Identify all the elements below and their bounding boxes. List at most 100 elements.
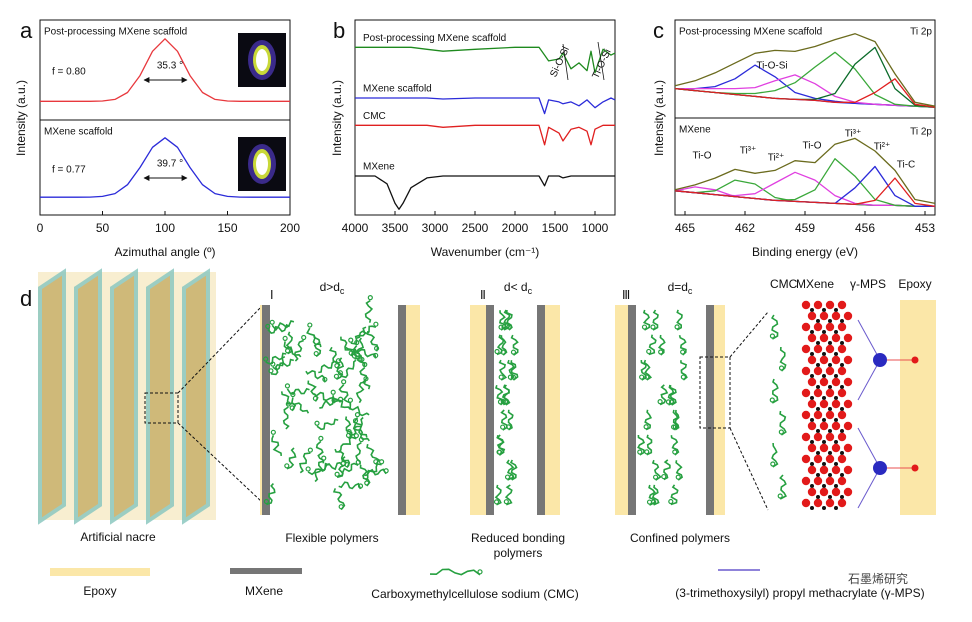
cmc-chain bbox=[364, 299, 374, 323]
distance-sub: c bbox=[340, 286, 345, 296]
atom-ti bbox=[822, 440, 826, 444]
stage-label: Reduced bonding bbox=[471, 531, 565, 545]
atom-o bbox=[819, 355, 829, 365]
cmc-chain bbox=[510, 360, 519, 381]
cmc-chain bbox=[779, 410, 787, 436]
x-tick-label: 1000 bbox=[582, 221, 609, 235]
distance-sub: c bbox=[688, 286, 693, 296]
distance-main: d=d bbox=[668, 280, 688, 294]
cmc-end bbox=[348, 337, 354, 343]
atom-ti bbox=[822, 352, 826, 356]
atom-ti bbox=[840, 495, 844, 499]
inset-core bbox=[256, 153, 268, 175]
cmc-chain bbox=[266, 483, 276, 506]
cmc-end bbox=[646, 348, 652, 355]
cmc-chain bbox=[496, 435, 506, 456]
nacre-label: Artificial nacre bbox=[80, 530, 156, 544]
cmc-end bbox=[500, 349, 506, 355]
x-tick-label: 200 bbox=[280, 221, 300, 235]
atom-o bbox=[831, 443, 841, 453]
x-tick-label: 0 bbox=[37, 221, 44, 235]
cmc-end bbox=[657, 399, 663, 405]
atom-o bbox=[807, 355, 817, 365]
mxene-layer bbox=[537, 305, 545, 515]
cmc-chain bbox=[338, 481, 362, 490]
inner-space bbox=[494, 305, 537, 515]
annotation: Ti-O bbox=[802, 141, 821, 152]
cmc-end bbox=[373, 321, 379, 327]
nacre-plate bbox=[38, 268, 66, 525]
atom-ti bbox=[822, 374, 826, 378]
atom-o bbox=[807, 443, 817, 453]
atom-ti bbox=[834, 418, 838, 422]
atom-o bbox=[819, 487, 829, 497]
atom-o bbox=[807, 399, 817, 409]
cmc-chain bbox=[313, 334, 322, 358]
cmc-chain bbox=[355, 380, 367, 404]
atom-o bbox=[831, 487, 841, 497]
atom-o bbox=[819, 333, 829, 343]
atom-o bbox=[837, 410, 847, 420]
cmc-end bbox=[314, 420, 320, 426]
atom-o bbox=[807, 311, 817, 321]
mxene-layer bbox=[486, 305, 494, 515]
atom-o bbox=[813, 322, 823, 332]
panel-letter: a bbox=[20, 18, 33, 43]
cmc-end bbox=[670, 424, 677, 430]
cmc-end bbox=[505, 424, 512, 430]
cmc-end bbox=[358, 436, 364, 443]
zoom-box bbox=[144, 392, 179, 424]
atom-o bbox=[837, 366, 847, 376]
pointer bbox=[562, 43, 569, 81]
cmc-end bbox=[333, 373, 340, 379]
annotation: Ti-O bbox=[692, 151, 711, 162]
cmc-end bbox=[373, 459, 379, 465]
cmc-chain bbox=[643, 359, 653, 381]
cmc-chain bbox=[648, 484, 656, 506]
data-line bbox=[674, 78, 936, 108]
x-axis-label: Wavenumber (cm⁻¹) bbox=[431, 245, 540, 259]
legend-epoxy bbox=[50, 568, 150, 576]
y-axis-label: Intensity (a.u.) bbox=[330, 80, 344, 156]
atom-o bbox=[843, 487, 853, 497]
schematic-label: γ-MPS bbox=[850, 277, 886, 291]
stage-label: Confined polymers bbox=[630, 531, 730, 545]
x-axis-label: Binding energy (eV) bbox=[752, 245, 858, 259]
x-tick-label: 150 bbox=[217, 221, 237, 235]
atom-ti bbox=[840, 319, 844, 323]
atom-o bbox=[801, 322, 811, 332]
cmc-end bbox=[334, 471, 340, 477]
cmc-chain bbox=[680, 360, 688, 381]
cmc-chain bbox=[670, 435, 680, 456]
cmc-chain bbox=[267, 323, 290, 334]
cmc-end bbox=[777, 493, 783, 499]
cmc-end bbox=[770, 461, 776, 467]
legend-label: Carboxymethylcellulose sodium (CMC) bbox=[371, 587, 578, 601]
cmc-chain bbox=[316, 418, 339, 431]
cmc-end bbox=[373, 352, 379, 359]
cmc-end bbox=[497, 399, 504, 405]
atom-o bbox=[801, 300, 811, 310]
cmc-end bbox=[353, 433, 359, 439]
cmc-end bbox=[510, 349, 517, 355]
epoxy-site bbox=[911, 464, 919, 472]
schematic-label: CMC bbox=[770, 277, 798, 291]
cmc-end bbox=[265, 323, 271, 329]
cmc-chain bbox=[283, 341, 302, 358]
cmc-end bbox=[318, 435, 324, 441]
atom-ti bbox=[828, 341, 832, 345]
atom-o bbox=[801, 498, 811, 508]
atom-o bbox=[813, 454, 823, 464]
x-tick-label: 462 bbox=[735, 221, 755, 235]
atom-ti bbox=[810, 374, 814, 378]
atom-o bbox=[825, 476, 835, 486]
cmc-end bbox=[477, 569, 483, 575]
cmc-chain bbox=[429, 568, 481, 576]
cmc-chain bbox=[648, 334, 657, 356]
atom-ti bbox=[834, 396, 838, 400]
cmc-end bbox=[321, 455, 327, 461]
cmc-end bbox=[658, 349, 664, 355]
cmc-chain bbox=[352, 417, 368, 438]
atom-o bbox=[843, 377, 853, 387]
atom-ti bbox=[816, 495, 820, 499]
